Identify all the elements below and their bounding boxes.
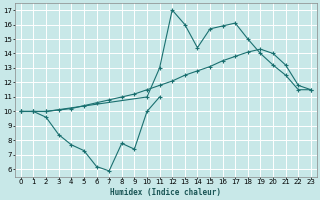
X-axis label: Humidex (Indice chaleur): Humidex (Indice chaleur) [110, 188, 221, 197]
